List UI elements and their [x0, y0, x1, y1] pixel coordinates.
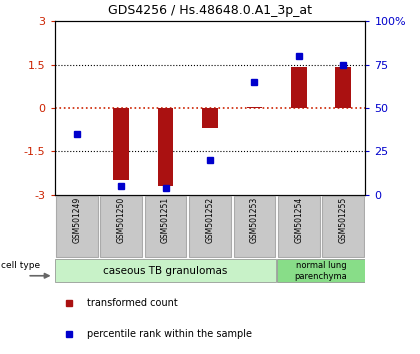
Bar [234, 196, 275, 257]
Bar [247, 107, 262, 108]
Bar [189, 196, 231, 257]
Text: cell type: cell type [1, 261, 40, 270]
Bar [56, 196, 98, 257]
Bar [291, 68, 307, 108]
Text: GSM501255: GSM501255 [339, 197, 348, 244]
Text: GSM501251: GSM501251 [161, 197, 170, 243]
Text: GSM501252: GSM501252 [205, 197, 215, 243]
Bar [278, 196, 320, 257]
Bar [55, 259, 276, 282]
Bar [278, 259, 365, 282]
Bar [336, 68, 351, 108]
Bar [322, 196, 364, 257]
Bar [113, 108, 129, 180]
Bar [100, 196, 142, 257]
Text: GSM501249: GSM501249 [72, 197, 81, 244]
Bar [202, 108, 218, 128]
Text: transformed count: transformed count [87, 298, 178, 308]
Text: percentile rank within the sample: percentile rank within the sample [87, 329, 252, 339]
Text: GSM501253: GSM501253 [250, 197, 259, 244]
Bar [158, 108, 173, 186]
Text: normal lung
parenchyma: normal lung parenchyma [294, 261, 347, 280]
Text: GSM501254: GSM501254 [294, 197, 303, 244]
Bar [145, 196, 186, 257]
Text: caseous TB granulomas: caseous TB granulomas [103, 266, 228, 276]
Title: GDS4256 / Hs.48648.0.A1_3p_at: GDS4256 / Hs.48648.0.A1_3p_at [108, 4, 312, 17]
Text: GSM501250: GSM501250 [117, 197, 126, 244]
